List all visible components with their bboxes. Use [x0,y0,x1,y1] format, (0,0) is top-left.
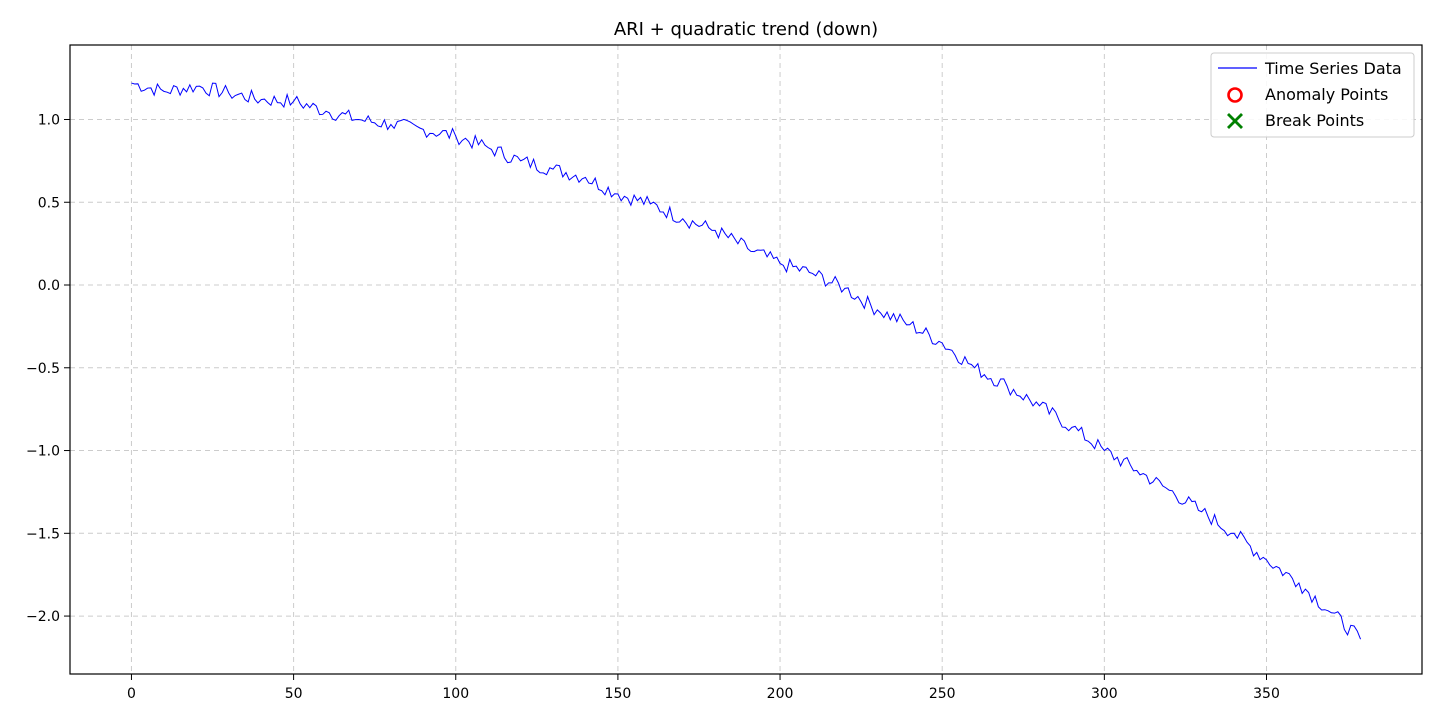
x-tick-label: 200 [767,686,794,702]
y-tick-label: 0.0 [38,278,60,294]
x-tick-label: 50 [285,686,303,702]
legend-label: Time Series Data [1264,59,1402,78]
x-tick-label: 150 [605,686,632,702]
x-tick-label: 100 [442,686,469,702]
y-tick-label: −0.5 [26,361,60,377]
series-line-time-series-data [131,82,1362,640]
plot-frame [69,44,1423,675]
x-tick-label: 350 [1253,686,1280,702]
legend-circle-marker [1227,87,1243,103]
legend-label: Break Points [1265,111,1364,130]
y-tick-label: −2.0 [26,609,60,625]
y-tick-label: 0.5 [38,195,60,211]
data-layer [131,82,1362,640]
y-tick-label: −1.5 [26,526,60,542]
y-tick-label: −1.0 [26,444,60,460]
chart-title: ARI + quadratic trend (down) [614,19,878,40]
legend: Time Series Data Anomaly Points Break Poin… [1210,52,1415,138]
legend-box [1210,52,1415,138]
x-tick-label: 300 [1091,686,1118,702]
y-tick-label: 1.0 [38,112,60,128]
grid-layer [70,45,1422,674]
legend-x-marker [1227,113,1243,129]
x-tick-label: 0 [127,686,136,702]
x-tick-label: 250 [929,686,956,702]
legend-label: Anomaly Points [1265,85,1388,104]
ticks-layer: 0 50 100 150 200 250 300 350 −2.0 −1.5 −1.0 −0.5 0.0… [26,112,1280,702]
